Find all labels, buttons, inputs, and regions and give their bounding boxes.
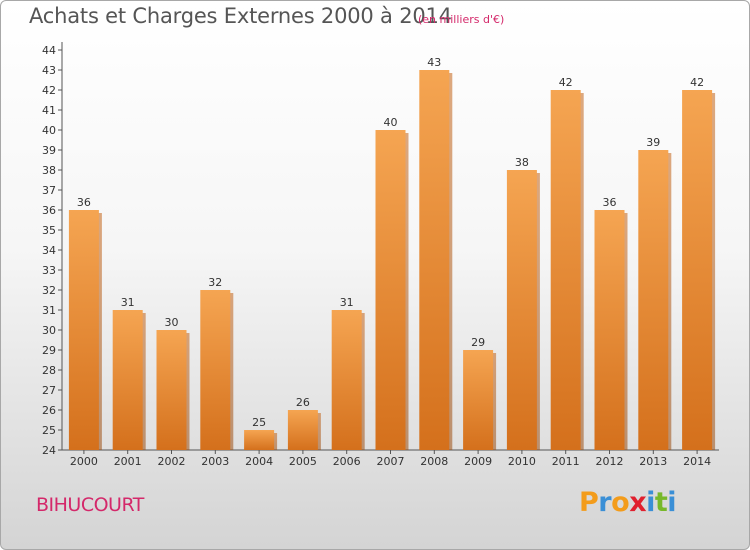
bar-value-label: 38: [515, 156, 529, 169]
bar-value-label: 25: [252, 416, 266, 429]
x-tick-label: 2014: [683, 455, 711, 468]
x-tick-label: 2006: [333, 455, 361, 468]
y-tick-label: 32: [42, 284, 56, 297]
bar: [112, 310, 143, 450]
chart-title: Achats et Charges Externes 2000 à 2014: [29, 4, 452, 28]
bar: [638, 150, 669, 450]
y-tick-label: 33: [42, 264, 56, 277]
x-tick-label: 2005: [289, 455, 317, 468]
chart-subtitle: (en milliers d'€): [418, 13, 505, 26]
bar-value-label: 36: [77, 196, 91, 209]
x-tick-label: 2004: [245, 455, 273, 468]
y-tick-label: 37: [42, 184, 56, 197]
bar: [156, 330, 187, 450]
x-tick-label: 2008: [420, 455, 448, 468]
bar-value-label: 31: [121, 296, 135, 309]
bar: [550, 90, 581, 450]
bar-value-label: 36: [603, 196, 617, 209]
bar: [463, 350, 494, 450]
logo-letter: r: [598, 487, 612, 518]
y-tick-label: 28: [42, 364, 56, 377]
y-tick-label: 43: [42, 64, 56, 77]
bar: [68, 210, 99, 450]
y-tick-label: 26: [42, 404, 56, 417]
x-tick-label: 2001: [114, 455, 142, 468]
bar: [287, 410, 318, 450]
y-tick-label: 39: [42, 144, 56, 157]
logo-letter: x: [629, 487, 647, 518]
y-tick-label: 29: [42, 344, 56, 357]
bar-value-label: 40: [384, 116, 398, 129]
bar: [375, 130, 406, 450]
x-tick-label: 2013: [639, 455, 667, 468]
x-tick-label: 2002: [158, 455, 186, 468]
commune-name: BIHUCOURT: [36, 494, 144, 516]
bar: [244, 430, 275, 450]
x-tick-label: 2009: [464, 455, 492, 468]
bar: [331, 310, 362, 450]
y-tick-label: 42: [42, 84, 56, 97]
x-tick-label: 2003: [201, 455, 229, 468]
y-tick-label: 31: [42, 304, 56, 317]
bar: [200, 290, 231, 450]
y-tick-label: 34: [42, 244, 56, 257]
proxiti-logo: Proxiti: [579, 487, 677, 518]
bar: [682, 90, 713, 450]
x-tick-label: 2010: [508, 455, 536, 468]
logo-letter: o: [611, 487, 630, 518]
bar-value-label: 26: [296, 396, 310, 409]
bar-value-label: 39: [646, 136, 660, 149]
y-tick-label: 36: [42, 204, 56, 217]
y-tick-label: 27: [42, 384, 56, 397]
logo-letter: i: [646, 487, 655, 518]
bar: [419, 70, 450, 450]
x-tick-label: 2011: [552, 455, 580, 468]
y-tick-label: 40: [42, 124, 56, 137]
y-tick-label: 44: [42, 44, 56, 57]
bar-value-label: 31: [340, 296, 354, 309]
bar-value-label: 29: [471, 336, 485, 349]
y-tick-label: 24: [42, 444, 56, 457]
x-tick-label: 2007: [377, 455, 405, 468]
x-tick-label: 2012: [596, 455, 624, 468]
x-tick-label: 2000: [70, 455, 98, 468]
bar-value-label: 42: [690, 76, 704, 89]
bar: [594, 210, 625, 450]
y-tick-label: 41: [42, 104, 56, 117]
y-tick-label: 30: [42, 324, 56, 337]
logo-letter: i: [667, 487, 677, 518]
y-tick-label: 35: [42, 224, 56, 237]
bar-value-label: 42: [559, 76, 573, 89]
logo-letter: t: [654, 487, 668, 518]
y-tick-label: 38: [42, 164, 56, 177]
y-tick-label: 25: [42, 424, 56, 437]
bar: [506, 170, 537, 450]
bar-value-label: 30: [165, 316, 179, 329]
logo-letter: P: [579, 487, 599, 518]
bar-value-label: 32: [208, 276, 222, 289]
bar-value-label: 43: [427, 56, 441, 69]
